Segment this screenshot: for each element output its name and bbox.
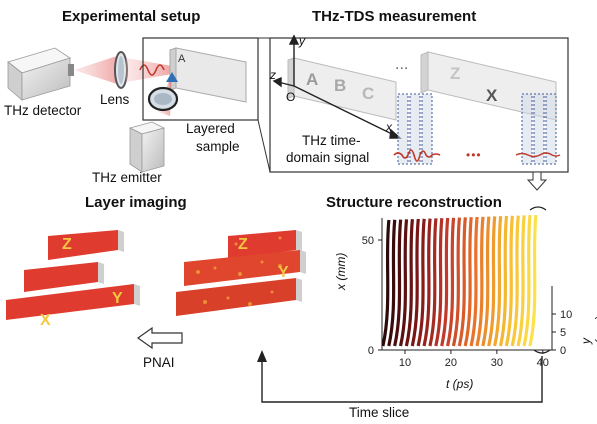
layer-letter-z-right: Z xyxy=(238,236,248,253)
reconstruction-stripe xyxy=(475,216,485,347)
reconstruction-stripe xyxy=(428,218,438,347)
reconstruction-chart: 10 20 30 40 0 50 0 5 10 xyxy=(362,214,572,369)
label-layered: Layered xyxy=(186,121,235,136)
reconstruction-stripe xyxy=(528,214,538,347)
svg-text:A: A xyxy=(178,53,186,65)
beam-detector xyxy=(74,55,120,85)
wave-packet-icon xyxy=(139,64,165,76)
reconstruction-stripe xyxy=(381,219,391,347)
y-tick-label: 50 xyxy=(362,235,374,247)
layer-letter-y-right: Y xyxy=(278,264,289,281)
title-thz-tds: THz-TDS measurement xyxy=(312,8,477,25)
layer-stack-left xyxy=(6,230,140,320)
label-signal-line1: THz time- xyxy=(302,133,361,148)
reconstruction-stripe xyxy=(469,216,479,347)
pnai-arrow-icon xyxy=(136,326,183,350)
reconstruction-stripe xyxy=(393,219,403,347)
sample-letter-c: C xyxy=(362,84,375,103)
axis-label-origin: O xyxy=(286,90,296,104)
axis-label-z: z xyxy=(270,68,276,82)
reconstruction-stripe xyxy=(422,218,432,347)
axis-label-y: y xyxy=(299,34,305,48)
thz-detector-box xyxy=(7,47,74,101)
reconstruction-stripe xyxy=(451,217,462,347)
x-tick-label: 30 xyxy=(491,357,503,369)
setup-inset-frame xyxy=(142,37,259,121)
time-slice-line xyxy=(261,356,543,403)
lens-icon xyxy=(114,51,128,89)
chart-ylabel: x (mm) xyxy=(334,252,348,290)
signal-trace-2 xyxy=(515,152,561,158)
signal-trace-1 xyxy=(393,149,441,162)
label-thz-detector: THz detector xyxy=(4,103,82,118)
reconstruction-stripe xyxy=(457,217,467,347)
emitter-lens-icon xyxy=(147,86,179,112)
title-layer-imaging: Layer imaging xyxy=(85,194,187,211)
thz-emitter-box xyxy=(128,121,166,173)
z-tick-label: 10 xyxy=(560,309,572,321)
sample-letter-x: X xyxy=(486,86,498,105)
sample-letter-a: A xyxy=(306,70,319,89)
x-tick-label: 40 xyxy=(537,357,549,369)
label-pnai: PNAI xyxy=(143,355,175,370)
sample-letter-b: B xyxy=(334,76,347,95)
sample-letter-z: Z xyxy=(450,64,461,83)
title-experimental-setup: Experimental setup xyxy=(62,8,201,25)
label-time-slice: Time slice xyxy=(349,405,410,420)
reconstruction-stripe xyxy=(481,216,491,347)
z-tick-label: 5 xyxy=(560,327,566,339)
reconstruction-stripe xyxy=(516,215,526,347)
reconstruction-stripe xyxy=(416,218,426,347)
reconstruction-stripe xyxy=(463,217,473,347)
layer-letter-y-left: Y xyxy=(112,290,123,307)
z-tick-label: 0 xyxy=(560,345,566,357)
reconstruction-stripe xyxy=(487,216,497,347)
reconstruction-stripe xyxy=(404,219,415,347)
y-tick-label: 0 xyxy=(368,345,374,357)
reconstruction-stripe xyxy=(498,215,509,347)
reconstruction-stripe xyxy=(446,217,456,347)
label-lens: Lens xyxy=(100,92,130,107)
reconstruction-stripe xyxy=(493,216,503,347)
reconstruction-stripe xyxy=(398,219,409,347)
x-tick-label: 10 xyxy=(399,357,411,369)
chart-xlabel: t (ps) xyxy=(446,377,474,391)
layer-letter-x-left: X xyxy=(40,312,51,329)
x-tick-label: 20 xyxy=(445,357,457,369)
layer-letter-z-left: Z xyxy=(62,236,72,253)
scan-columns xyxy=(397,93,557,165)
reconstruction-stripe xyxy=(510,215,520,347)
signal-dots: ••• xyxy=(466,148,482,162)
label-sample: sample xyxy=(196,139,240,154)
reconstruction-stripe xyxy=(387,219,397,347)
chart-zlabel: y (mm) xyxy=(579,316,597,344)
tds-frame xyxy=(269,37,569,173)
label-signal-line2: domain signal xyxy=(286,150,370,165)
focus-marker-icon xyxy=(166,72,178,82)
reconstruction-stripe xyxy=(410,218,420,347)
axes-3d xyxy=(272,34,402,139)
label-thz-emitter: THz emitter xyxy=(92,170,162,185)
layer-stack-right xyxy=(176,230,306,316)
ellipsis-text: ... xyxy=(395,56,409,73)
reconstruction-stripe xyxy=(522,215,532,347)
down-arrow-icon xyxy=(526,171,548,191)
reconstruction-stripe xyxy=(440,217,450,347)
axis-label-x: x xyxy=(386,120,392,134)
reconstruction-stripe xyxy=(434,218,444,347)
reconstruction-stripe xyxy=(504,215,514,347)
beam-lens xyxy=(126,58,172,82)
title-structure-reconstruction: Structure reconstruction xyxy=(326,194,502,211)
